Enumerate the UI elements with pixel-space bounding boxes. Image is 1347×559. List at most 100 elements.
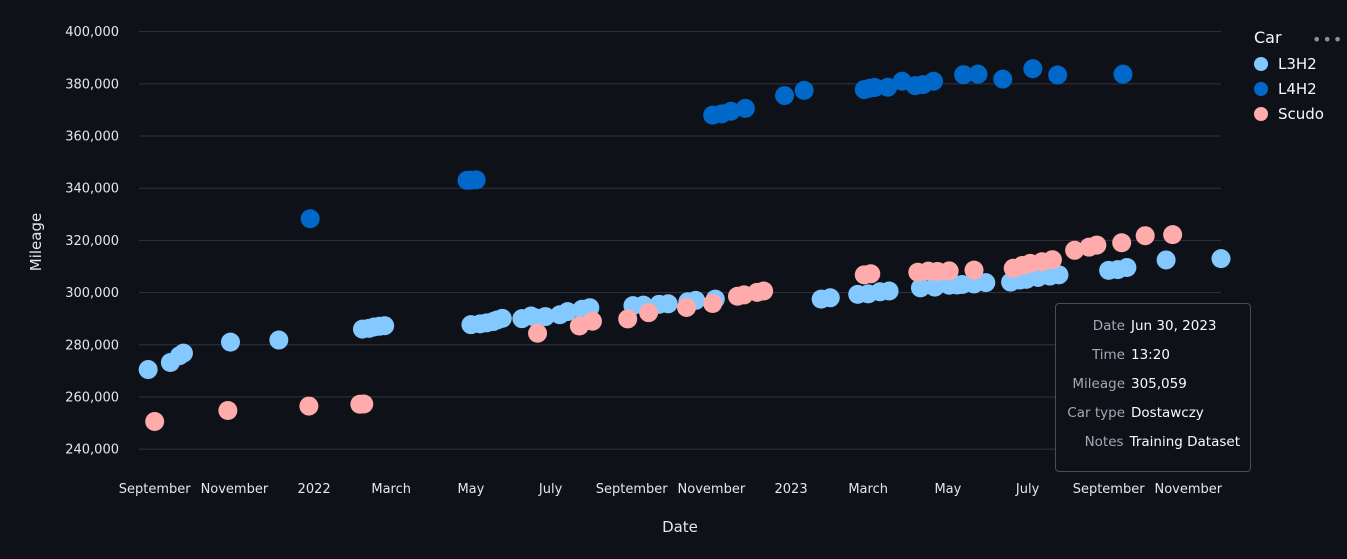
data-points[interactable] xyxy=(138,59,1231,431)
y-tick-label: 380,000 xyxy=(65,77,119,92)
legend-item-scudo[interactable]: Scudo xyxy=(1254,101,1324,126)
data-point[interactable] xyxy=(993,69,1013,89)
data-point[interactable] xyxy=(220,332,240,352)
x-tick-label: November xyxy=(1155,482,1223,497)
data-point[interactable] xyxy=(1023,59,1043,79)
data-point[interactable] xyxy=(375,316,395,336)
more-horizontal-icon[interactable]: ••• xyxy=(1312,30,1344,49)
y-tick-label: 360,000 xyxy=(65,130,119,145)
gridlines xyxy=(139,31,1221,450)
data-point[interactable] xyxy=(1135,226,1155,246)
data-point[interactable] xyxy=(1087,235,1107,255)
tooltip-row: Date Jun 30, 2023 xyxy=(1056,318,1240,347)
data-point[interactable] xyxy=(492,308,512,328)
data-point[interactable] xyxy=(558,302,578,322)
x-tick-label: July xyxy=(538,482,563,497)
y-tick-label: 260,000 xyxy=(65,390,119,405)
data-point[interactable] xyxy=(721,101,741,121)
x-axis-title: Date xyxy=(662,518,698,536)
y-tick-label: 240,000 xyxy=(65,443,119,458)
series-l4h2[interactable] xyxy=(300,59,1133,229)
data-point[interactable] xyxy=(735,98,755,118)
tooltip-value: Dostawczy xyxy=(1131,405,1204,421)
legend-title: Car xyxy=(1254,28,1282,47)
data-point[interactable] xyxy=(910,278,930,298)
data-point[interactable] xyxy=(138,360,158,380)
series-scudo[interactable] xyxy=(145,225,1183,431)
data-point[interactable] xyxy=(618,309,638,329)
x-tick-label: November xyxy=(678,482,746,497)
data-point[interactable] xyxy=(820,288,840,308)
data-point[interactable] xyxy=(1112,233,1132,253)
data-point[interactable] xyxy=(879,281,899,301)
legend-swatch xyxy=(1254,81,1268,96)
data-point[interactable] xyxy=(658,294,678,314)
x-tick-label: September xyxy=(596,482,669,497)
data-point[interactable] xyxy=(878,77,898,97)
x-tick-label: September xyxy=(1073,482,1146,497)
data-point[interactable] xyxy=(354,394,374,414)
tooltip: Date Jun 30, 2023 Time 13:20 Mileage 305,059 C… xyxy=(1055,303,1251,472)
data-point[interactable] xyxy=(964,260,984,280)
x-tick-label: March xyxy=(848,482,888,497)
data-point[interactable] xyxy=(218,401,238,421)
tooltip-value: 13:20 xyxy=(1131,347,1170,363)
data-point[interactable] xyxy=(968,64,988,84)
data-point[interactable] xyxy=(703,294,723,314)
tooltip-key: Notes xyxy=(1084,434,1124,450)
data-point[interactable] xyxy=(1049,265,1069,285)
y-axis: 240,000 260,000 280,000 300,000 320,000 340,0… xyxy=(65,25,119,457)
data-point[interactable] xyxy=(794,80,814,100)
data-point[interactable] xyxy=(976,273,996,293)
legend-swatch xyxy=(1254,106,1268,121)
data-point[interactable] xyxy=(1117,258,1137,278)
data-point[interactable] xyxy=(925,277,945,297)
tooltip-key: Time xyxy=(1091,347,1125,363)
data-point[interactable] xyxy=(1042,250,1062,270)
data-point[interactable] xyxy=(1048,65,1068,85)
data-point[interactable] xyxy=(145,411,165,431)
data-point[interactable] xyxy=(535,307,555,327)
data-point[interactable] xyxy=(677,297,697,317)
data-point[interactable] xyxy=(300,209,320,229)
data-point[interactable] xyxy=(299,396,319,416)
legend-swatch xyxy=(1254,56,1268,71)
data-point[interactable] xyxy=(173,343,193,363)
x-tick-label: May xyxy=(934,482,961,497)
data-point[interactable] xyxy=(1163,225,1183,245)
legend-item-l4h2[interactable]: L4H2 xyxy=(1254,76,1324,101)
data-point[interactable] xyxy=(861,264,881,284)
y-tick-label: 340,000 xyxy=(65,182,119,197)
tooltip-row: Car type Dostawczy xyxy=(1056,405,1240,434)
x-tick-label: March xyxy=(371,482,411,497)
y-tick-label: 400,000 xyxy=(65,25,119,40)
data-point[interactable] xyxy=(754,281,774,301)
legend-item-l3h2[interactable]: L3H2 xyxy=(1254,51,1324,76)
data-point[interactable] xyxy=(775,86,795,106)
x-tick-label: 2022 xyxy=(298,482,331,497)
data-point[interactable] xyxy=(639,303,659,323)
data-point[interactable] xyxy=(1211,249,1231,269)
data-point[interactable] xyxy=(939,261,959,281)
data-point[interactable] xyxy=(924,71,944,91)
tooltip-key: Mileage xyxy=(1072,376,1125,392)
legend-label: L3H2 xyxy=(1278,54,1317,73)
x-axis: September November 2022 March May July Septemb… xyxy=(119,482,1223,497)
data-point[interactable] xyxy=(1065,240,1085,260)
tooltip-value: Jun 30, 2023 xyxy=(1131,318,1217,334)
tooltip-key: Date xyxy=(1092,318,1125,334)
x-tick-label: July xyxy=(1015,482,1040,497)
x-tick-label: 2023 xyxy=(775,482,808,497)
data-point[interactable] xyxy=(1156,250,1176,270)
data-point[interactable] xyxy=(1113,64,1133,84)
tooltip-row: Notes Training Dataset xyxy=(1056,434,1240,463)
data-point[interactable] xyxy=(582,311,602,331)
tooltip-row: Mileage 305,059 xyxy=(1056,376,1240,405)
data-point[interactable] xyxy=(954,65,974,85)
legend-label: L4H2 xyxy=(1278,79,1317,98)
data-point[interactable] xyxy=(466,170,486,190)
y-axis-title: Mileage xyxy=(27,213,45,271)
data-point[interactable] xyxy=(528,323,548,343)
data-point[interactable] xyxy=(269,330,289,350)
